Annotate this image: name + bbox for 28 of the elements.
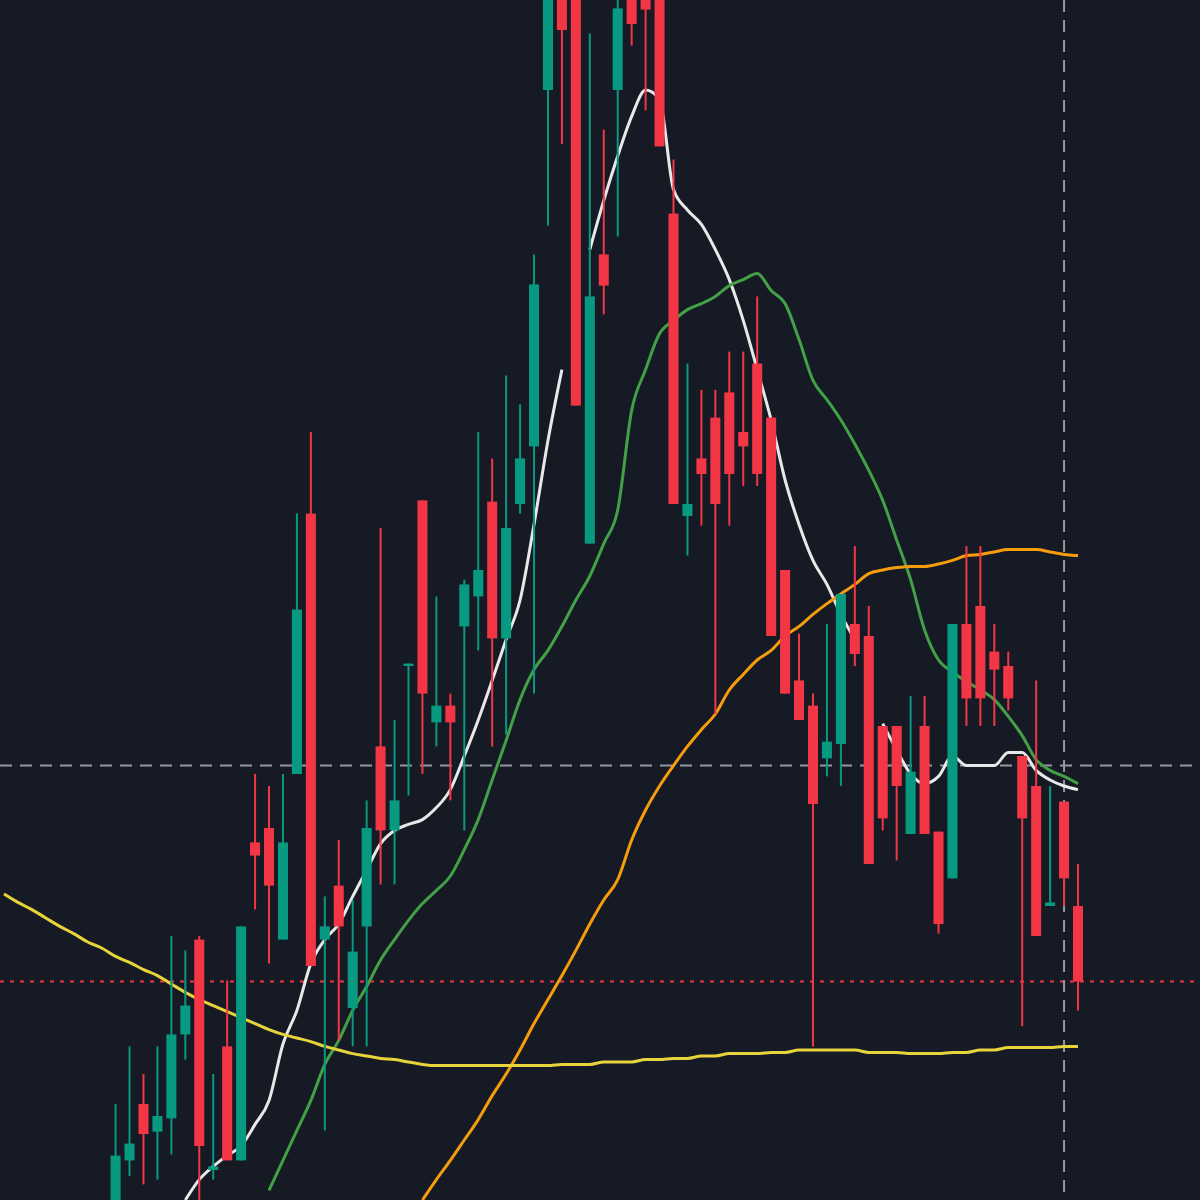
candlestick xyxy=(250,773,261,911)
candlestick xyxy=(640,0,651,112)
candlestick xyxy=(794,632,805,721)
candlestick xyxy=(696,389,707,527)
candlestick xyxy=(124,1045,135,1177)
candlestick xyxy=(473,431,484,652)
candlestick xyxy=(138,1073,149,1186)
candlestick xyxy=(989,623,1000,727)
candlestick xyxy=(849,545,860,667)
candlestick xyxy=(626,0,637,47)
candlestick xyxy=(110,1103,121,1200)
candlestick xyxy=(319,895,330,1132)
candlestick xyxy=(403,662,414,797)
candlestick xyxy=(598,128,609,316)
candlestick xyxy=(389,719,400,886)
candlestick xyxy=(152,1045,163,1181)
candlestick xyxy=(821,623,832,778)
candlestick xyxy=(556,0,567,145)
candlestick xyxy=(208,1073,219,1181)
candlestick xyxy=(459,578,470,832)
candlestick xyxy=(445,692,456,802)
candlestick xyxy=(180,949,191,1061)
candlestick xyxy=(1045,785,1056,907)
candlestick xyxy=(738,350,749,487)
candlestick xyxy=(1003,650,1014,712)
candlestick xyxy=(682,362,693,557)
candlestick xyxy=(431,595,442,748)
candlestick xyxy=(515,403,526,515)
